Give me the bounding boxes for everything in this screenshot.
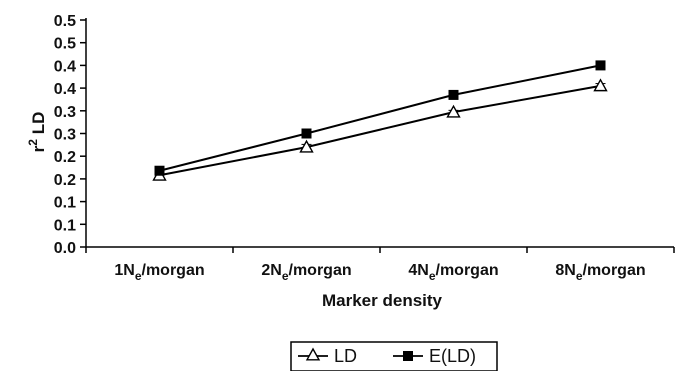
y-axis-title-rest: LD	[29, 112, 48, 139]
marker-e-ld	[595, 60, 606, 71]
legend-marker-e-ld	[403, 351, 413, 361]
marker-ld	[593, 78, 608, 92]
y-tick-label: 0.0	[54, 240, 76, 257]
axes	[85, 18, 674, 248]
y-axis-title-base: r	[29, 145, 48, 152]
y-tick-label: 0.1	[54, 195, 76, 212]
legend-label-e-ld: E(LD)	[429, 346, 476, 366]
x-tick-label: 2Ne/morgan	[261, 262, 351, 283]
y-tick-label: 0.2	[54, 172, 76, 189]
y-tick-label: 0.1	[54, 217, 76, 234]
y-tick-label: 0.5	[54, 36, 76, 53]
series-line-ld	[159, 84, 601, 177]
y-tick-label: 0.3	[54, 127, 76, 144]
x-tick-label: 4Ne/morgan	[408, 262, 498, 283]
y-tick-label: 0.4	[54, 58, 76, 75]
y-axis-title-sup: 2	[26, 139, 40, 146]
y-axis-title: r2 LD	[26, 112, 48, 153]
marker-e-ld	[154, 165, 165, 176]
x-tick-label: 8Ne/morgan	[555, 262, 645, 283]
marker-e-ld	[301, 128, 312, 139]
x-ticks: 1Ne/morgan 2Ne/morgan 4Ne/morgan 8Ne/morgan	[85, 247, 675, 283]
marker-e-ld	[448, 89, 459, 100]
series-layer	[152, 60, 608, 181]
y-ticks: 0.0 0.1 0.1 0.2 0.2 0.3 0.3 0.4 0.4 0.5 0.5	[54, 13, 86, 257]
legend-marker-ld	[305, 347, 321, 361]
x-tick-label: 1Ne/morgan	[114, 262, 204, 283]
marker-ld	[446, 104, 461, 118]
legend-items: LD E(LD)	[298, 346, 476, 366]
y-tick-label: 0.3	[54, 104, 76, 121]
legend: LD E(LD)	[290, 341, 498, 371]
y-tick-label: 0.5	[54, 13, 76, 30]
marker-ld	[299, 139, 314, 153]
x-axis-title: Marker density	[322, 291, 443, 310]
series-line-e-ld	[159, 64, 601, 172]
y-tick-label: 0.4	[54, 81, 76, 98]
legend-label-ld: LD	[334, 346, 357, 366]
y-tick-label: 0.2	[54, 149, 76, 166]
